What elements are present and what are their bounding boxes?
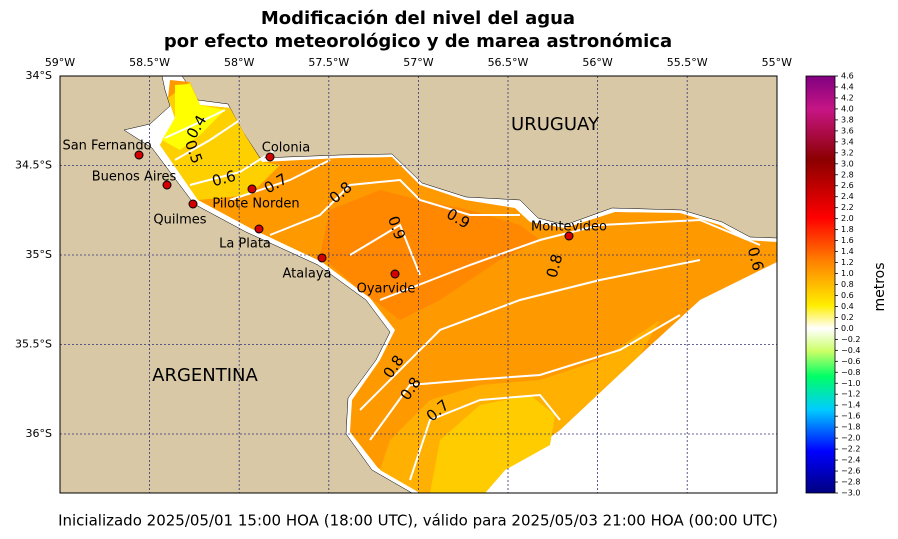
- colorbar-tick-label: 0.6: [841, 291, 854, 300]
- colorbar-tick-label: 1.0: [841, 269, 854, 278]
- place-label: Pilote Norden: [212, 197, 299, 212]
- footer: Inicializado 2025/05/01 15:00 HOA (18:00…: [58, 512, 778, 530]
- colorbar-tick-label: −0.6: [841, 357, 860, 366]
- map-area: [60, 76, 777, 493]
- place-marker: [247, 184, 257, 194]
- contour-line: [269, 178, 520, 236]
- colorbar-tick-label: −3.0: [841, 489, 860, 498]
- colorbar-tick-label: −2.2: [841, 445, 860, 454]
- colorbar-tick-label: 3.4: [841, 137, 854, 146]
- colorbar-tick-label: 2.0: [841, 214, 854, 223]
- place-label: Montevideo: [531, 220, 607, 235]
- colorbar-tick-label: 1.2: [841, 258, 854, 267]
- contour-label: 0.8: [543, 252, 567, 280]
- contours: [164, 109, 761, 481]
- place-marker: [265, 152, 275, 162]
- colorbar-tick-label: −1.4: [841, 401, 860, 410]
- place-label: Quilmes: [153, 213, 206, 228]
- place-label: Colonia: [262, 141, 310, 156]
- colorbar-tick-label: 4.0: [841, 104, 854, 113]
- longitude-label: 57.5°W: [308, 56, 349, 69]
- longitude-label: 57°W: [403, 56, 433, 69]
- longitude-label: 56°W: [582, 56, 612, 69]
- contour-line: [229, 159, 331, 201]
- colorbar-tick-label: 0.2: [841, 313, 854, 322]
- colorbar-tick-label: 2.2: [841, 203, 854, 212]
- colorbar-tick-label: −1.6: [841, 412, 860, 421]
- place-marker: [134, 150, 144, 160]
- place-label: Atalaya: [283, 267, 332, 282]
- place-label: San Fernando: [62, 139, 151, 154]
- place-label: La Plata: [219, 237, 271, 252]
- longitude-label: 55.5°W: [667, 56, 708, 69]
- place-marker: [317, 253, 327, 263]
- contour-line: [164, 109, 226, 139]
- region-label: ARGENTINA: [152, 365, 258, 386]
- region-label: URUGUAY: [511, 114, 600, 135]
- colorbar-tick-label: 3.8: [841, 115, 854, 124]
- longitude-label: 58°W: [224, 56, 254, 69]
- contour-line: [409, 393, 561, 481]
- map-frame: [59, 75, 778, 494]
- colorbar-tick-label: −2.8: [841, 478, 860, 487]
- colorbar-tick-label: 4.6: [841, 72, 854, 81]
- title-line: por efecto meteorológico y de marea astr…: [164, 31, 672, 52]
- place-label: Buenos Aires: [92, 170, 177, 185]
- colorbar-tick-label: −1.8: [841, 423, 860, 432]
- longitude-label: 55°W: [762, 56, 792, 69]
- field-lowest: [162, 84, 225, 150]
- longitude-label: 59°W: [45, 56, 75, 69]
- latitude-label: 35°S: [26, 248, 52, 261]
- contour-line: [189, 149, 276, 186]
- colorbar-tick-label: 3.0: [841, 159, 854, 168]
- colorbar-tick-label: 4.4: [841, 82, 854, 91]
- latitude-label: 36°S: [26, 427, 52, 440]
- latitude-label: 35.5°S: [15, 338, 52, 351]
- colorbar-tick-label: −0.2: [841, 335, 860, 344]
- contour-line: [174, 119, 241, 161]
- colorbar-tick-label: −1.2: [841, 390, 860, 399]
- colorbar-tick-label: −1.0: [841, 379, 860, 388]
- colorbar-tick-label: 3.2: [841, 148, 854, 157]
- place-marker: [564, 231, 574, 241]
- latitude-label: 34°S: [26, 69, 52, 82]
- colorbar-tick-label: −0.8: [841, 368, 860, 377]
- longitude-label: 56.5°W: [488, 56, 529, 69]
- colorbar-tick-label: 0.4: [841, 302, 854, 311]
- colorbar-tick-label: 2.8: [841, 170, 854, 179]
- graticule: [60, 76, 777, 493]
- colorbar-tick-label: 1.6: [841, 236, 854, 245]
- longitude-label: 58.5°W: [129, 56, 170, 69]
- contour-label: 0.6: [210, 167, 238, 191]
- colorbar-tick-label: 0.0: [841, 324, 854, 333]
- water-level-field: [160, 80, 777, 493]
- title-line: Modificación del nivel del agua: [261, 8, 575, 29]
- colorbar-tick-label: 4.2: [841, 93, 854, 102]
- field-low: [430, 395, 555, 493]
- place-marker: [162, 180, 172, 190]
- place-marker: [254, 224, 264, 234]
- colorbar-tick-label: −0.4: [841, 346, 860, 355]
- latitude-label: 34.5°S: [15, 159, 52, 172]
- colorbar-tick-label: 3.6: [841, 126, 854, 135]
- colorbar-tick-label: 0.8: [841, 280, 854, 289]
- place-label: Oyarvide: [357, 282, 416, 297]
- colorbar-tick-label: −2.4: [841, 456, 860, 465]
- place-marker: [390, 269, 400, 279]
- colorbar-tick-label: 1.4: [841, 247, 854, 256]
- colorbar-tick-label: 1.8: [841, 225, 854, 234]
- colorbar-label: metros: [872, 262, 888, 311]
- contour-label: 0.6: [744, 245, 768, 273]
- colorbar-tick-label: −2.6: [841, 467, 860, 476]
- colorbar-tick-label: 2.6: [841, 181, 854, 190]
- contour-line: [359, 259, 701, 411]
- colorbar-tick-label: −2.0: [841, 434, 860, 443]
- colorbar: [805, 75, 836, 494]
- place-marker: [188, 199, 198, 209]
- contour-line: [349, 223, 421, 276]
- colorbar-tick-label: 2.4: [841, 192, 854, 201]
